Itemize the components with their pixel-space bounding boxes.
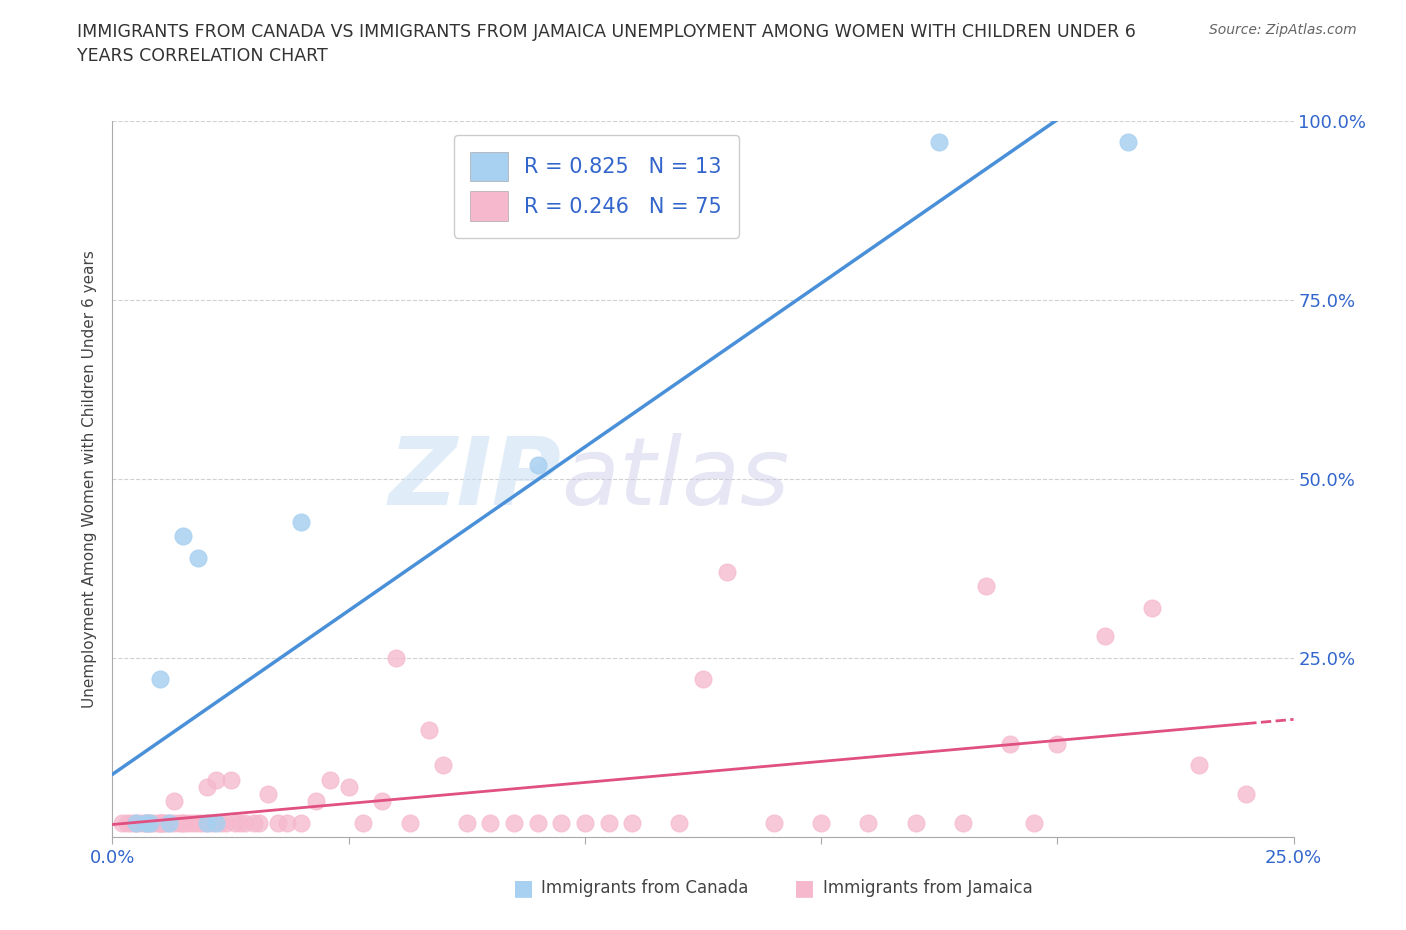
Point (952, 816, 974, 830)
Y-axis label: Unemployment Among Women with Children Under 6 years: Unemployment Among Women with Children U… (82, 250, 97, 708)
Point (1116, 135, 1139, 150)
Point (290, 514, 312, 529)
Point (129, 816, 152, 830)
Point (149, 672, 172, 687)
Point (1140, 601, 1163, 616)
Point (219, 772, 242, 787)
Point (224, 816, 246, 830)
Point (209, 816, 232, 830)
Point (111, 816, 134, 830)
Point (139, 816, 162, 830)
Point (149, 816, 172, 830)
Point (716, 565, 738, 579)
Text: Immigrants from Jamaica: Immigrants from Jamaica (823, 879, 1032, 897)
Point (195, 816, 218, 830)
Text: ZIP: ZIP (388, 433, 561, 525)
Point (186, 551, 208, 565)
Point (371, 794, 394, 809)
Point (928, 135, 950, 150)
Point (418, 722, 440, 737)
Text: ■: ■ (794, 878, 815, 898)
Point (998, 737, 1021, 751)
Point (668, 816, 690, 830)
Point (139, 816, 162, 830)
Point (191, 816, 214, 830)
Point (201, 816, 224, 830)
Point (621, 816, 644, 830)
Point (163, 794, 186, 809)
Point (503, 816, 526, 830)
Point (526, 816, 548, 830)
Point (456, 816, 478, 830)
Point (135, 816, 157, 830)
Point (153, 816, 176, 830)
Point (762, 816, 785, 830)
Point (290, 816, 312, 830)
Point (233, 816, 256, 830)
Point (1046, 737, 1069, 751)
Point (125, 816, 148, 830)
Point (135, 816, 157, 830)
Point (319, 772, 342, 787)
Text: Immigrants from Canada: Immigrants from Canada (541, 879, 748, 897)
Point (115, 816, 138, 830)
Point (163, 816, 186, 830)
Point (149, 816, 172, 830)
Point (399, 816, 422, 830)
Point (810, 816, 832, 830)
Point (153, 816, 176, 830)
Point (976, 578, 998, 594)
Text: atlas: atlas (561, 433, 790, 525)
Point (598, 816, 620, 830)
Point (352, 816, 374, 830)
Point (229, 816, 252, 830)
Point (172, 529, 194, 544)
Point (120, 816, 142, 830)
Point (215, 816, 238, 830)
Point (432, 758, 454, 773)
Point (550, 816, 572, 830)
Point (149, 816, 172, 830)
Point (172, 816, 194, 830)
Point (143, 816, 166, 830)
Point (177, 816, 200, 830)
Legend: R = 0.825   N = 13, R = 0.246   N = 75: R = 0.825 N = 13, R = 0.246 N = 75 (454, 135, 738, 237)
Point (574, 816, 596, 830)
Point (304, 794, 326, 809)
Point (1234, 787, 1257, 802)
Point (181, 816, 204, 830)
Point (904, 816, 927, 830)
Point (385, 651, 408, 666)
Text: Source: ZipAtlas.com: Source: ZipAtlas.com (1209, 23, 1357, 37)
Point (195, 779, 218, 794)
Point (195, 816, 218, 830)
Point (692, 672, 714, 687)
Point (526, 458, 548, 472)
Point (172, 816, 194, 830)
Point (337, 779, 360, 794)
Point (276, 816, 298, 830)
Point (125, 816, 148, 830)
Point (257, 787, 280, 802)
Text: IMMIGRANTS FROM CANADA VS IMMIGRANTS FROM JAMAICA UNEMPLOYMENT AMONG WOMEN WITH : IMMIGRANTS FROM CANADA VS IMMIGRANTS FRO… (77, 23, 1136, 65)
Point (205, 816, 228, 830)
Point (243, 816, 266, 830)
Point (186, 816, 208, 830)
Point (1022, 816, 1045, 830)
Point (479, 816, 502, 830)
Point (139, 816, 162, 830)
Point (1188, 758, 1211, 773)
Point (167, 816, 190, 830)
Point (267, 816, 290, 830)
Point (125, 816, 148, 830)
Point (205, 772, 228, 787)
Point (247, 816, 270, 830)
Point (157, 816, 180, 830)
Point (1094, 629, 1116, 644)
Point (858, 816, 880, 830)
Point (157, 816, 180, 830)
Point (135, 816, 157, 830)
Text: ■: ■ (513, 878, 534, 898)
